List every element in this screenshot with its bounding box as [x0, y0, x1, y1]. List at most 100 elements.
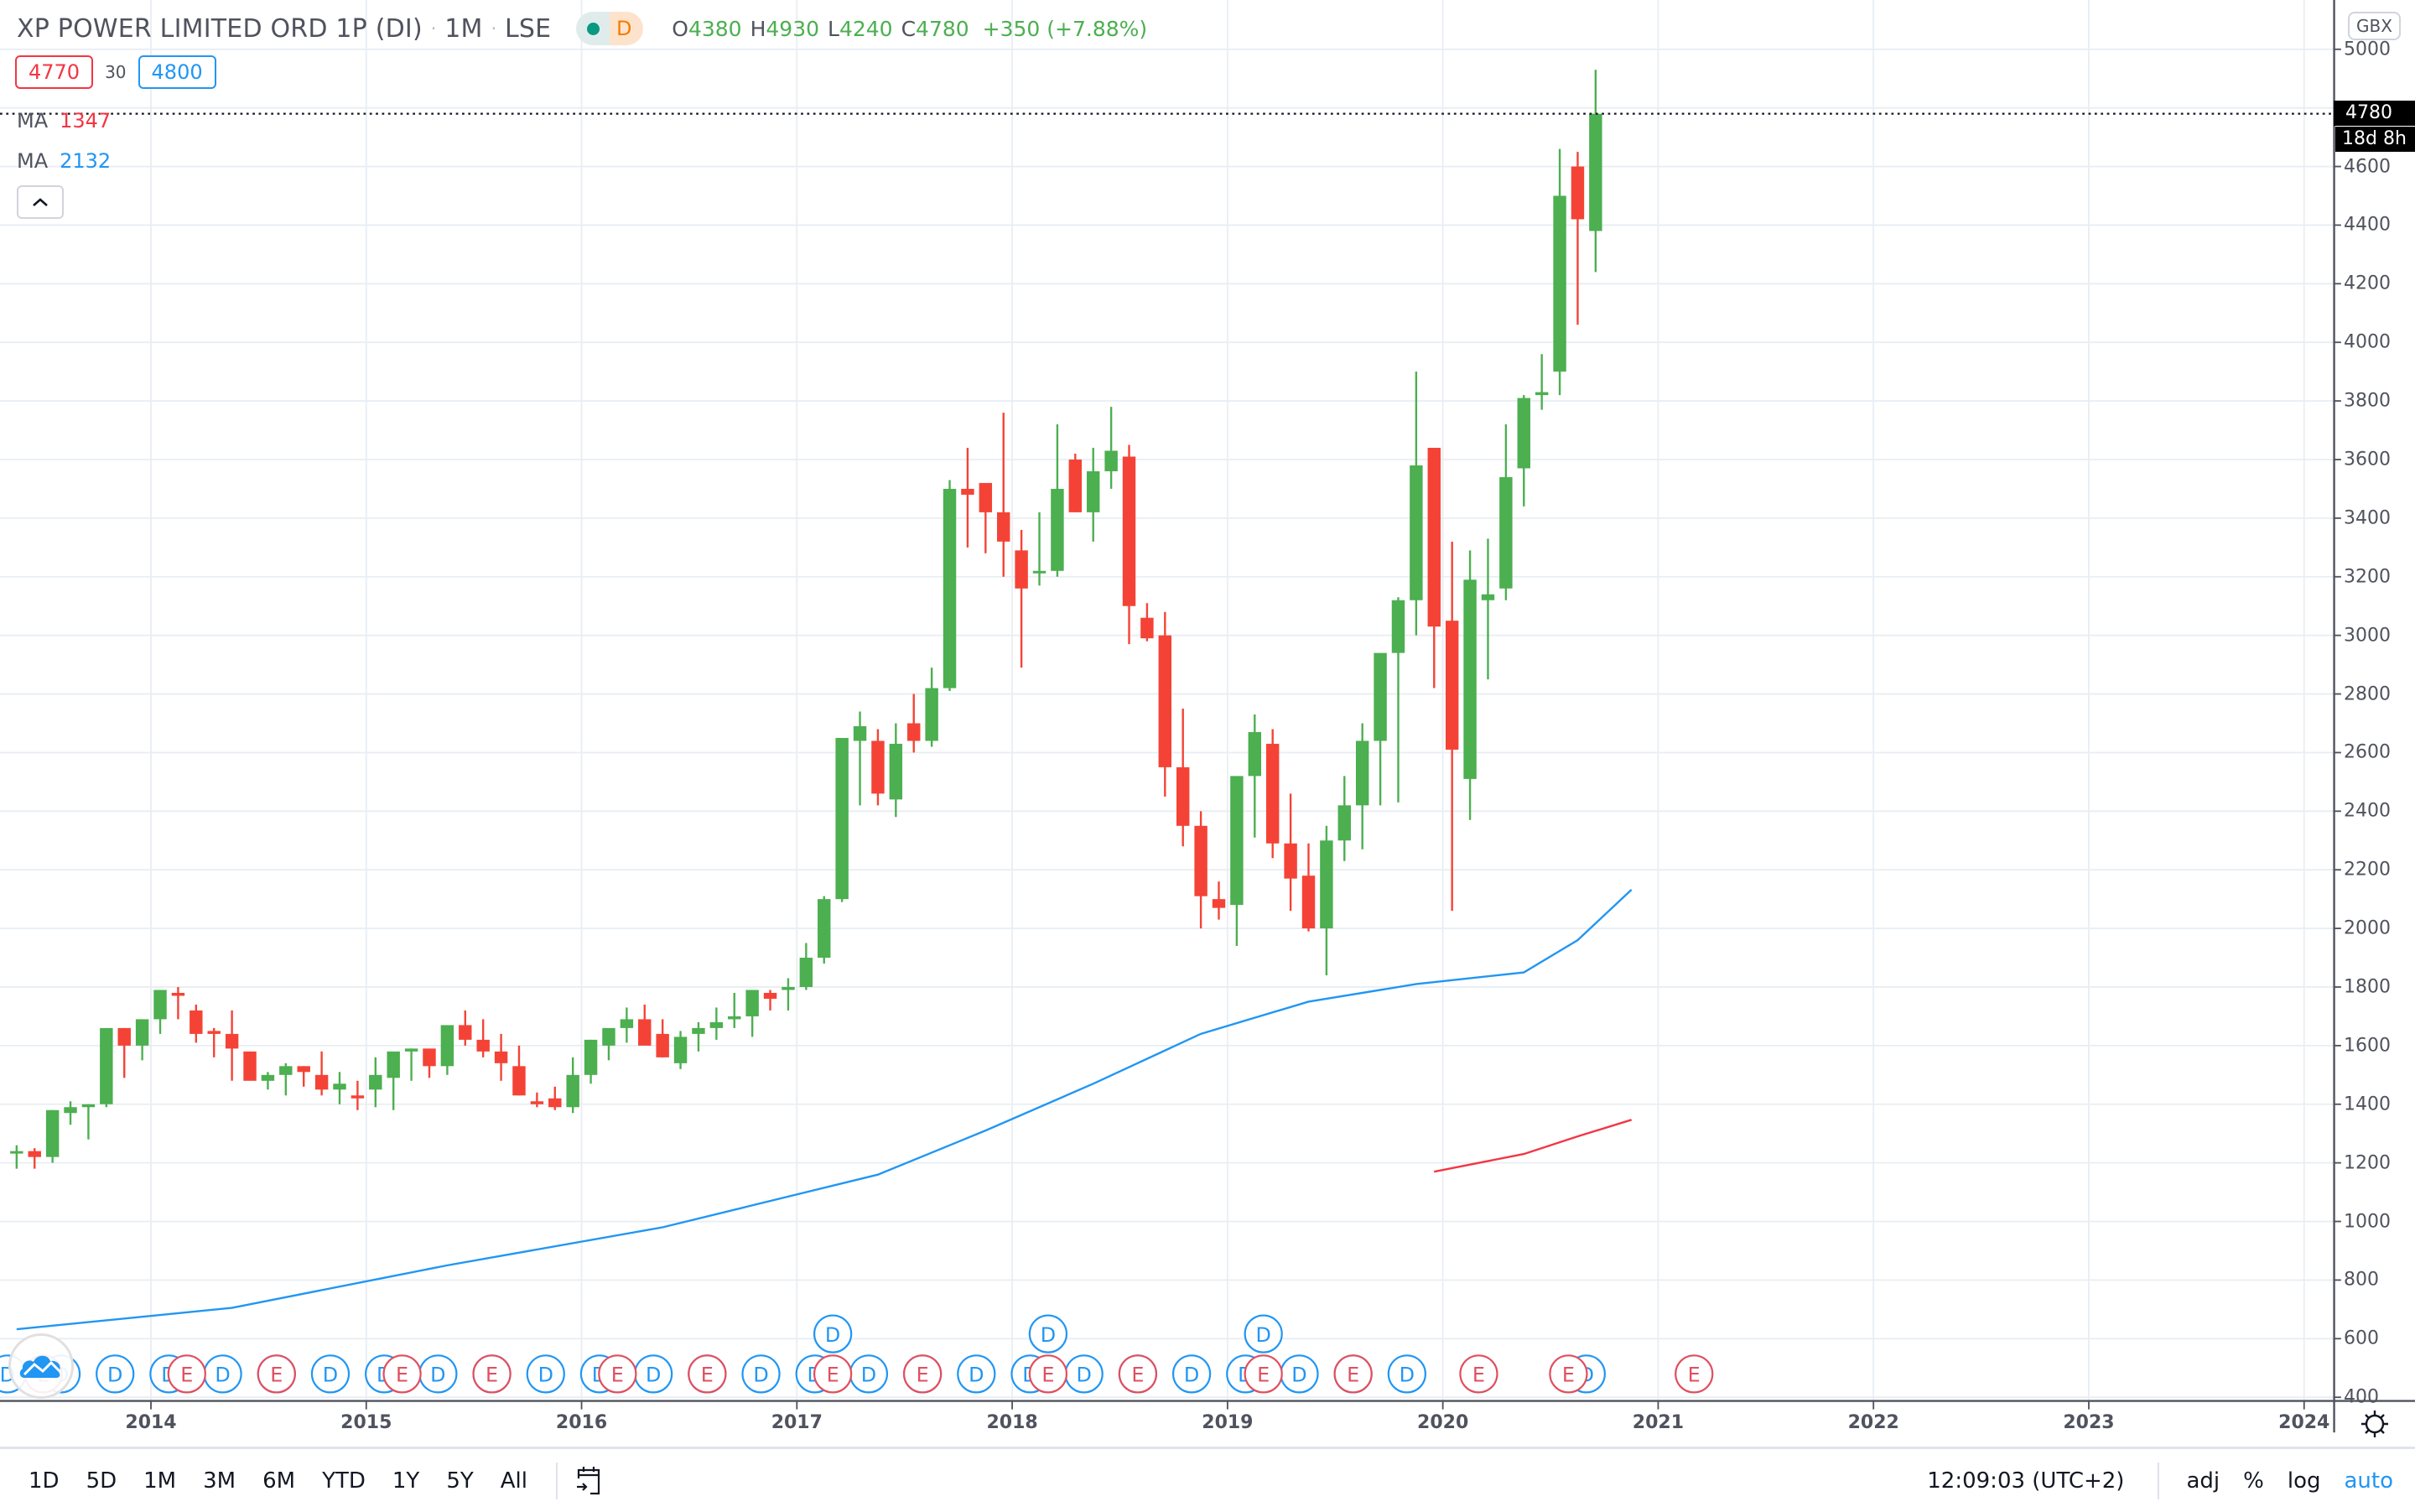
dividend-marker[interactable]: D: [813, 1314, 853, 1354]
svg-text:D: D: [538, 1364, 553, 1387]
log-toggle[interactable]: log: [2287, 1468, 2321, 1494]
svg-text:E: E: [1257, 1364, 1270, 1387]
range-5d-button[interactable]: 5D: [86, 1468, 117, 1494]
range-1d-button[interactable]: 1D: [29, 1468, 60, 1494]
dividend-marker[interactable]: D: [203, 1354, 242, 1394]
adjust-toggle[interactable]: adj: [2186, 1468, 2220, 1494]
event-markers[interactable]: DDDDDDDDDDDDDDDDDDDDDDDDDDDDDDDEEEEEEEEE…: [0, 1314, 1714, 1394]
range-5y-button[interactable]: 5Y: [446, 1468, 474, 1494]
svg-text:E: E: [270, 1364, 283, 1387]
dividend-marker[interactable]: D: [634, 1354, 673, 1394]
price-tick-label: 4000: [2344, 331, 2391, 353]
svg-text:E: E: [1131, 1364, 1144, 1387]
open-value: 4380: [688, 16, 742, 41]
dividend-marker[interactable]: D: [1028, 1314, 1068, 1354]
calendar-goto-icon: [576, 1466, 600, 1494]
price-tick-label: 4400: [2344, 214, 2391, 236]
earnings-marker[interactable]: E: [688, 1354, 727, 1394]
bar-countdown-tag: 18d 8h: [2335, 127, 2415, 152]
earnings-marker[interactable]: E: [1244, 1354, 1283, 1394]
dividend-marker[interactable]: D: [310, 1354, 351, 1394]
dividend-marker[interactable]: D: [1171, 1354, 1212, 1394]
earnings-marker[interactable]: E: [1118, 1354, 1158, 1394]
svg-text:E: E: [1562, 1364, 1575, 1387]
interval-label[interactable]: 1M: [444, 13, 483, 44]
price-change: +350 (+7.88%): [982, 16, 1148, 41]
earnings-marker[interactable]: E: [598, 1354, 637, 1394]
earnings-marker[interactable]: E: [813, 1354, 853, 1394]
earnings-marker[interactable]: E: [1028, 1354, 1068, 1394]
range-3m-button[interactable]: 3M: [203, 1468, 236, 1494]
market-status-pill[interactable]: D: [576, 12, 644, 45]
dividend-marker[interactable]: D: [1387, 1354, 1426, 1394]
auto-scale-toggle[interactable]: auto: [2344, 1468, 2393, 1494]
indicator-value: 1347: [60, 109, 112, 132]
go-to-date-button[interactable]: [573, 1464, 606, 1498]
price-tick-label: 1000: [2344, 1211, 2391, 1233]
price-tick-label: 400: [2344, 1386, 2379, 1408]
earnings-marker[interactable]: E: [1549, 1354, 1588, 1394]
separator: ·: [491, 18, 496, 39]
time-tick-label: 2024: [2278, 1412, 2330, 1433]
range-6m-button[interactable]: 6M: [262, 1468, 296, 1494]
range-all-button[interactable]: All: [500, 1468, 527, 1494]
svg-text:D: D: [1255, 1323, 1270, 1347]
collapse-legend-button[interactable]: [17, 185, 64, 219]
percent-toggle[interactable]: %: [2243, 1468, 2264, 1494]
gear-icon[interactable]: [2356, 1405, 2393, 1442]
svg-text:D: D: [1041, 1323, 1056, 1347]
earnings-marker[interactable]: E: [382, 1354, 422, 1394]
earnings-marker[interactable]: E: [902, 1354, 943, 1394]
earnings-marker[interactable]: E: [257, 1354, 296, 1394]
svg-text:D: D: [1184, 1364, 1199, 1387]
ohlc-values: O4380 H4930 L4240 C4780 +350 (+7.88%): [672, 17, 1147, 41]
dividend-marker[interactable]: D: [96, 1354, 135, 1394]
moving-average-lines: [16, 889, 1633, 1331]
bid-button[interactable]: 4770: [15, 55, 94, 89]
currency-badge[interactable]: GBX: [2348, 12, 2401, 40]
earnings-marker[interactable]: E: [1333, 1354, 1373, 1394]
tradingview-logo[interactable]: [8, 1333, 74, 1399]
dividend-marker[interactable]: D: [1280, 1354, 1319, 1394]
time-tick-label: 2020: [1417, 1412, 1469, 1433]
svg-text:D: D: [1077, 1364, 1092, 1387]
symbol-title[interactable]: XP POWER LIMITED ORD 1P (DI): [17, 13, 423, 44]
dividend-marker[interactable]: D: [1244, 1314, 1283, 1354]
price-tick-label: 1800: [2344, 976, 2391, 998]
ask-button[interactable]: 4800: [138, 55, 216, 89]
dividend-marker[interactable]: D: [849, 1354, 889, 1394]
cloud-logo-icon: [19, 1355, 61, 1378]
price-tick-label: 3400: [2344, 507, 2391, 529]
indicator-ma-red[interactable]: MA 1347: [17, 109, 111, 132]
earnings-marker[interactable]: E: [167, 1354, 206, 1394]
earnings-marker[interactable]: E: [1459, 1354, 1498, 1394]
earnings-marker[interactable]: E: [472, 1354, 512, 1394]
svg-text:E: E: [701, 1364, 714, 1387]
candlesticks: [10, 70, 1602, 1169]
price-tick-label: 1200: [2344, 1152, 2391, 1174]
divider: [555, 1462, 558, 1499]
range-ytd-button[interactable]: YTD: [322, 1468, 366, 1494]
dividend-marker[interactable]: D: [957, 1354, 996, 1394]
indicator-label: MA: [17, 149, 49, 173]
bid-ask-panel: 4770 30 4800: [15, 55, 216, 89]
price-axis[interactable]: 5000 4600 4400 4200 4000 3800 3600 3400 3200 3000…: [2344, 0, 2415, 1407]
svg-text:E: E: [1347, 1364, 1359, 1387]
dividend-marker[interactable]: D: [1064, 1354, 1104, 1394]
dividend-marker[interactable]: D: [418, 1354, 458, 1394]
range-1y-button[interactable]: 1Y: [392, 1468, 420, 1494]
svg-text:D: D: [753, 1364, 768, 1387]
bottom-right-controls: 12:09:03 (UTC+2) adj % log auto: [1927, 1449, 2415, 1512]
open-label: O: [672, 16, 688, 41]
range-1m-button[interactable]: 1M: [143, 1468, 177, 1494]
dividend-marker[interactable]: D: [741, 1354, 781, 1394]
time-tick-label: 2018: [986, 1412, 1038, 1433]
earnings-marker[interactable]: E: [1675, 1354, 1714, 1394]
indicator-ma-blue[interactable]: MA 2132: [17, 149, 111, 173]
dividend-marker[interactable]: D: [526, 1354, 565, 1394]
axis-ticks: [150, 48, 2341, 1410]
svg-text:D: D: [1291, 1364, 1306, 1387]
svg-text:E: E: [486, 1364, 498, 1387]
clock-timezone[interactable]: 12:09:03 (UTC+2): [1927, 1468, 2125, 1494]
